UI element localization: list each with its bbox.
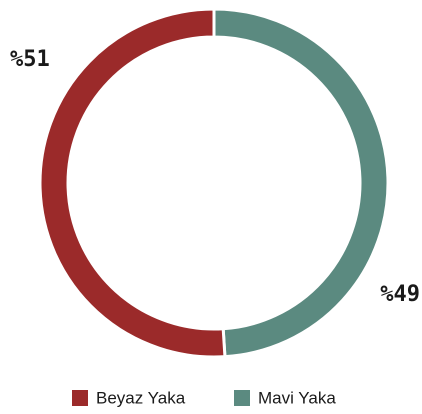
legend-label: Beyaz Yaka: [96, 388, 186, 407]
value-label: %51: [10, 47, 50, 72]
legend-swatch: [234, 390, 250, 406]
value-label: %49: [380, 282, 420, 307]
donut-segment: [212, 7, 390, 359]
donut-segment: [38, 7, 227, 359]
legend-label: Mavi Yaka: [258, 388, 336, 407]
legend-swatch: [72, 390, 88, 406]
